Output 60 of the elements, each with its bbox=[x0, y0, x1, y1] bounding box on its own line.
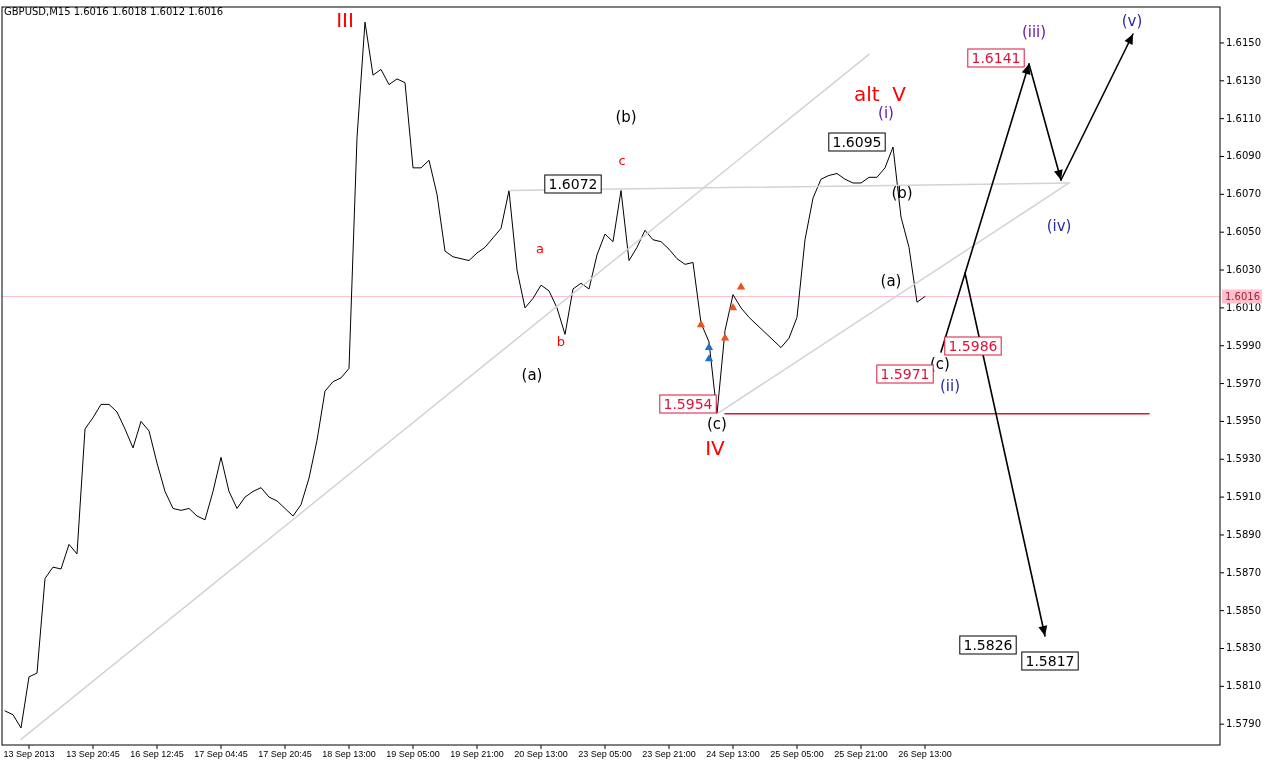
annotation: 1.6141 bbox=[971, 50, 1021, 66]
ref-line-label: 1.6016 bbox=[1225, 290, 1260, 302]
y-tick-label: 1.5970 bbox=[1226, 377, 1261, 389]
annotation: IV bbox=[705, 436, 726, 460]
x-tick-label: 23 Sep 05:00 bbox=[578, 749, 632, 759]
x-tick-label: 20 Sep 13:00 bbox=[514, 749, 568, 759]
y-tick-label: 1.5990 bbox=[1226, 339, 1261, 351]
x-tick-label: 13 Sep 2013 bbox=[3, 749, 55, 759]
annotation: a bbox=[536, 240, 544, 256]
annotation: 1.5826 bbox=[963, 637, 1013, 653]
y-tick-label: 1.5790 bbox=[1226, 718, 1261, 730]
y-tick-label: 1.5850 bbox=[1226, 604, 1261, 616]
y-tick-label: 1.6050 bbox=[1226, 226, 1261, 238]
annotation: alt V bbox=[853, 82, 907, 106]
x-tick-label: 25 Sep 21:00 bbox=[834, 749, 888, 759]
annotation: (b) bbox=[891, 184, 913, 203]
annotation: 1.5971 bbox=[880, 366, 930, 382]
chart-title: GBPUSD,M15 1.6016 1.6018 1.6012 1.6016 bbox=[4, 6, 224, 17]
x-tick-label: 19 Sep 05:00 bbox=[386, 749, 440, 759]
annotation: (iv) bbox=[1046, 217, 1072, 236]
y-tick-label: 1.6090 bbox=[1226, 150, 1261, 162]
x-tick-label: 13 Sep 20:45 bbox=[66, 749, 120, 759]
annotation: (a) bbox=[880, 272, 902, 291]
annotation: (ii) bbox=[939, 377, 961, 396]
y-tick-label: 1.6030 bbox=[1226, 264, 1261, 276]
y-tick-label: 1.5810 bbox=[1226, 680, 1261, 692]
y-tick-label: 1.5910 bbox=[1226, 491, 1261, 503]
annotation: c bbox=[618, 152, 626, 168]
annotation: 1.6095 bbox=[832, 134, 882, 150]
y-tick-label: 1.5830 bbox=[1226, 642, 1261, 654]
x-tick-label: 17 Sep 20:45 bbox=[258, 749, 312, 759]
annotation: 1.5817 bbox=[1025, 653, 1075, 669]
x-tick-label: 16 Sep 12:45 bbox=[130, 749, 184, 759]
x-tick-label: 19 Sep 21:00 bbox=[450, 749, 504, 759]
annotation: (iii) bbox=[1021, 23, 1047, 42]
y-tick-label: 1.5930 bbox=[1226, 453, 1261, 465]
x-tick-label: 24 Sep 13:00 bbox=[706, 749, 760, 759]
annotation: (b) bbox=[615, 108, 637, 127]
y-tick-label: 1.6110 bbox=[1226, 112, 1261, 124]
y-tick-label: 1.6150 bbox=[1226, 36, 1261, 48]
y-tick-label: 1.6130 bbox=[1226, 74, 1261, 86]
annotation: b bbox=[556, 333, 566, 349]
y-tick-label: 1.5890 bbox=[1226, 528, 1261, 540]
x-tick-label: 23 Sep 21:00 bbox=[642, 749, 696, 759]
x-tick-label: 17 Sep 04:45 bbox=[194, 749, 248, 759]
x-tick-label: 25 Sep 05:00 bbox=[770, 749, 824, 759]
x-tick-label: 26 Sep 13:00 bbox=[898, 749, 952, 759]
annotation: (c) bbox=[707, 415, 727, 434]
annotation: (i) bbox=[878, 104, 894, 123]
y-tick-label: 1.5950 bbox=[1226, 415, 1261, 427]
annotation: 1.6072 bbox=[548, 176, 598, 192]
y-tick-label: 1.6070 bbox=[1226, 188, 1261, 200]
annotation: (a) bbox=[521, 366, 543, 385]
annotation: III bbox=[336, 8, 354, 32]
y-tick-label: 1.5870 bbox=[1226, 566, 1261, 578]
x-tick-label: 18 Sep 13:00 bbox=[322, 749, 376, 759]
annotation: (v) bbox=[1121, 12, 1143, 31]
annotation: 1.5954 bbox=[663, 396, 713, 412]
y-tick-label: 1.6010 bbox=[1226, 301, 1261, 313]
annotation: 1.5986 bbox=[948, 338, 998, 354]
